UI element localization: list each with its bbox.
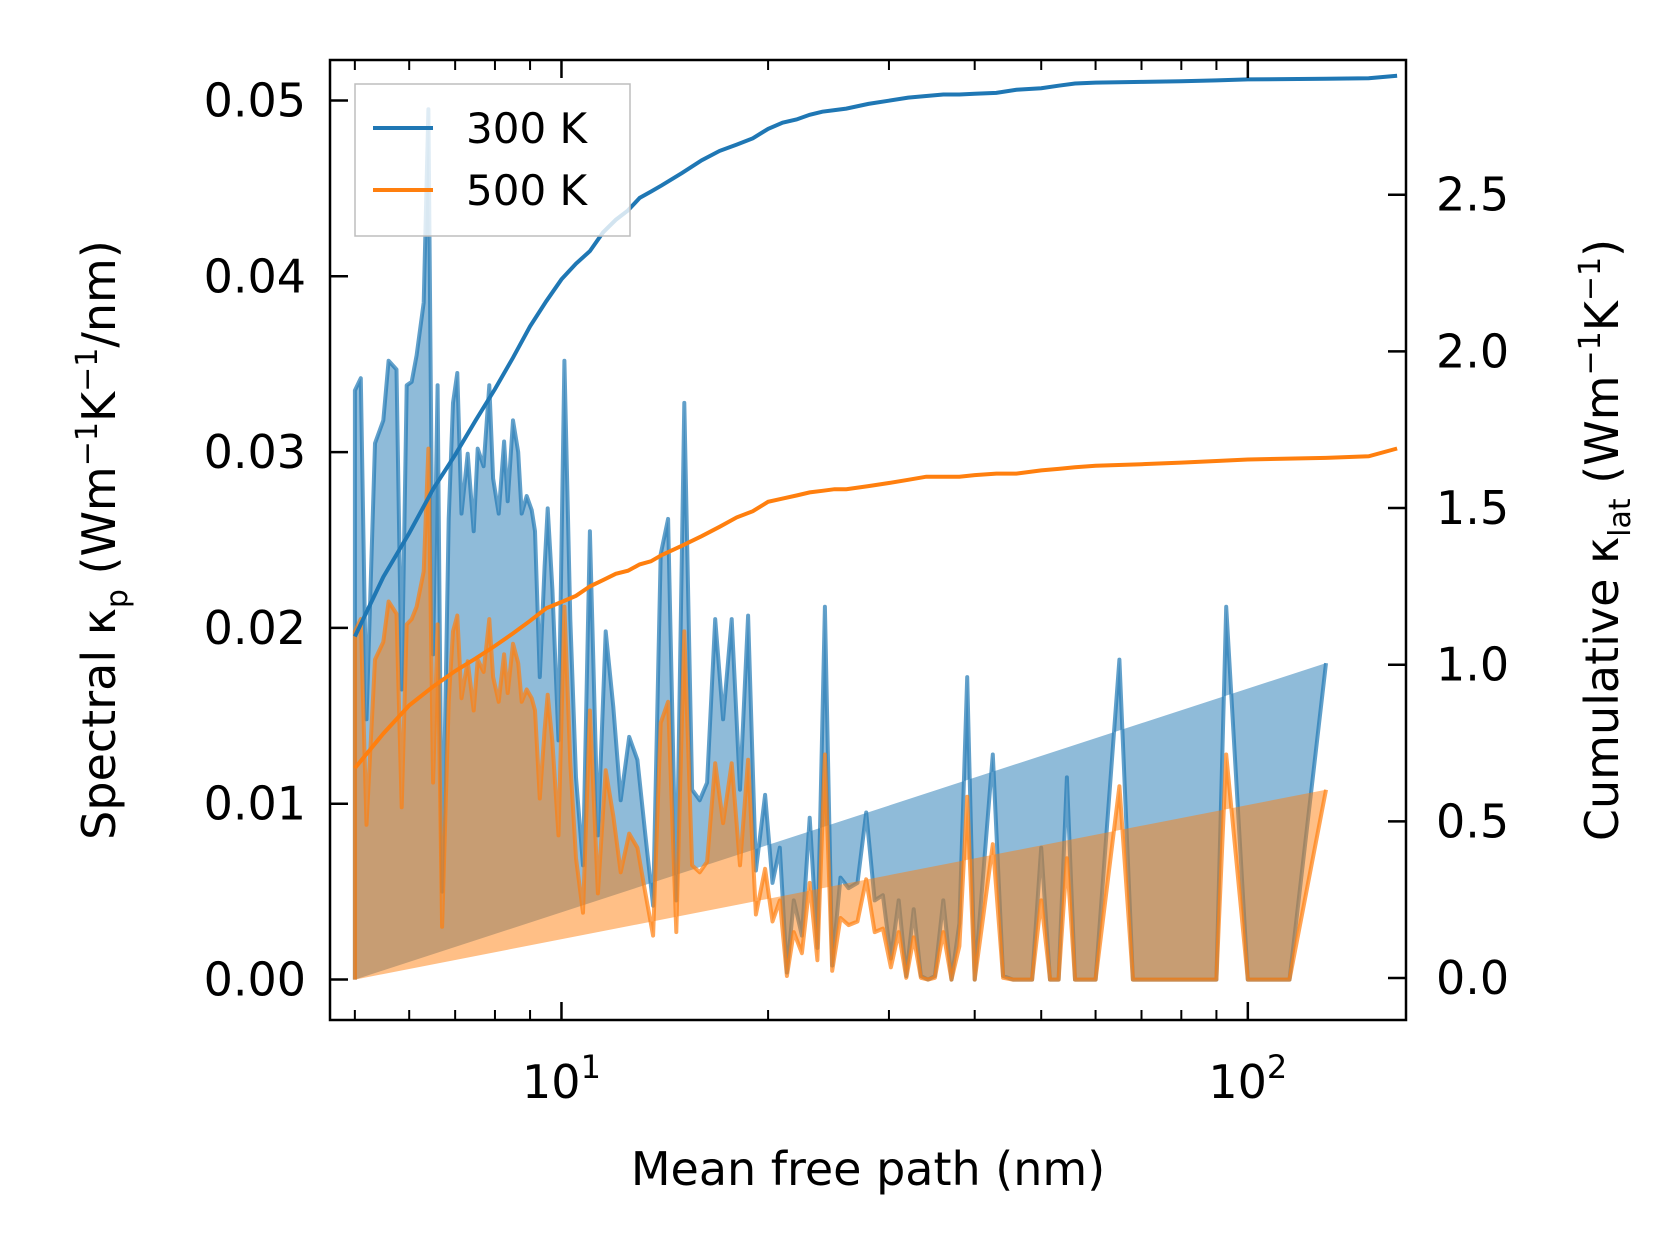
x-tick-label: 101 [522,1048,601,1109]
left-y-tick-label: 0.01 [204,777,306,831]
cumulative-line-300k [353,73,1398,638]
left-axis-title: Spectral κp (Wm−1K−1/nm) [70,240,135,840]
legend-label-300k: 300 K [466,104,589,153]
legend: 300 K 500 K [354,83,631,237]
right-y-tick-label: 1.0 [1436,638,1509,692]
right-y-tick-label: 0.5 [1436,794,1509,848]
spectral-area-500k [352,446,1328,982]
right-y-tick-label: 2.5 [1436,168,1509,222]
right-y-tick-label: 1.5 [1436,481,1509,535]
x-axis-title: Mean free path (nm) [631,1142,1105,1196]
right-y-tick-label: 2.0 [1436,324,1509,378]
left-y-tick-label: 0.00 [204,953,306,1007]
right-y-tick-label: 0.0 [1436,951,1509,1005]
left-y-tick-label: 0.04 [204,249,306,303]
legend-label-500k: 500 K [466,166,589,215]
right-axis-title: Cumulative κlat (Wm−1K−1) [1573,239,1638,841]
left-y-tick-label: 0.03 [204,425,306,479]
plot-frame [328,58,1408,1022]
legend-box [354,83,631,237]
left-y-tick-label: 0.02 [204,601,306,655]
cumulative-line-500k [353,446,1398,770]
left-y-tick-label: 0.05 [204,73,306,127]
x-tick-label: 102 [1208,1048,1287,1109]
